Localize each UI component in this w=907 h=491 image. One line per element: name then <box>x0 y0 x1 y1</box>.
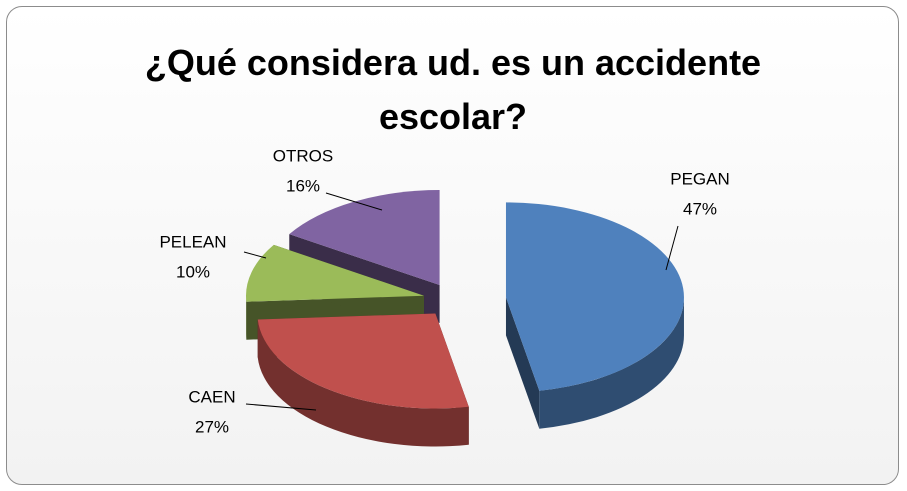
value-label: 27% <box>195 417 229 436</box>
category-label: PELEAN <box>159 232 226 251</box>
slice-side <box>539 297 684 429</box>
slice-side <box>257 319 469 447</box>
slice <box>257 313 469 409</box>
slice <box>246 244 425 302</box>
leader-line <box>665 225 679 271</box>
value-label: 16% <box>286 176 320 195</box>
leader-line <box>245 403 317 411</box>
leader-line <box>325 192 383 211</box>
slice <box>505 202 684 391</box>
slice-edge <box>505 297 540 429</box>
category-label: CAEN <box>188 387 235 406</box>
chart-title: ¿Qué considera ud. es un accidente escol… <box>144 42 762 137</box>
value-label: 47% <box>683 199 717 218</box>
leader-line <box>243 251 267 259</box>
category-label: PEGAN <box>670 169 730 188</box>
value-label: 10% <box>176 262 210 281</box>
category-label: OTROS <box>273 146 333 165</box>
slice <box>289 190 440 286</box>
